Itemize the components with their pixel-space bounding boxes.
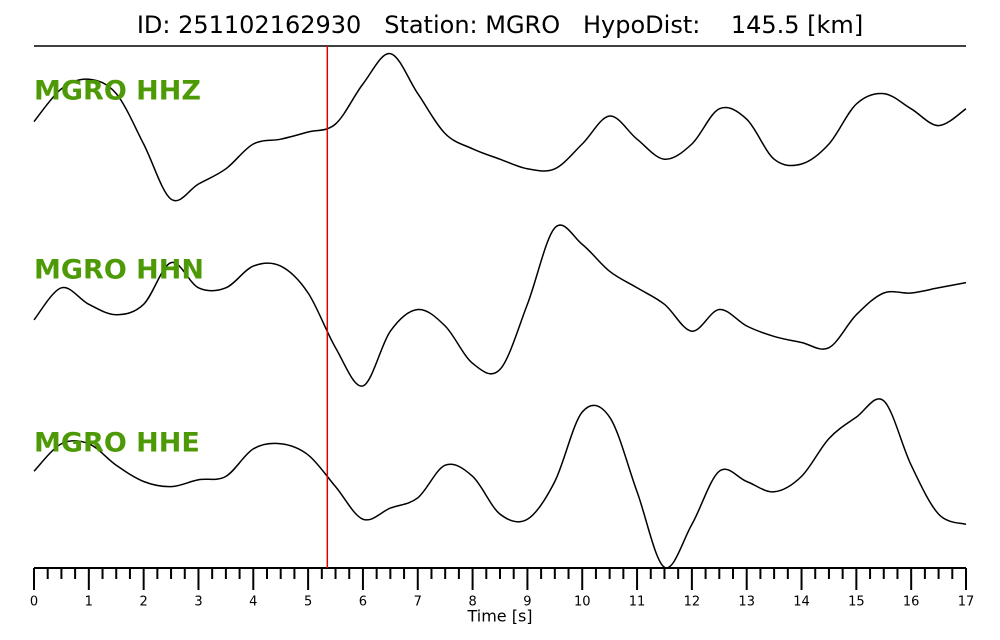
x-tick-label: 9 (523, 595, 531, 610)
x-tick-label: 4 (249, 595, 257, 610)
x-tick-label: 14 (793, 595, 810, 610)
trace (33, 398, 967, 569)
x-tick-label: 12 (684, 595, 701, 610)
x-tick-label: 15 (848, 595, 865, 610)
trace (33, 224, 967, 387)
trace-label: MGRO HHE (34, 428, 200, 459)
x-tick-label: 3 (194, 595, 202, 610)
trace (33, 52, 967, 202)
x-tick-label: 17 (958, 595, 975, 610)
trace-label: MGRO HHZ (34, 76, 201, 107)
x-tick-label: 6 (359, 595, 367, 610)
x-tick-label: 8 (468, 595, 476, 610)
x-tick-label: 10 (574, 595, 591, 610)
x-tick-label: 13 (738, 595, 755, 610)
x-tick-label: 0 (30, 595, 38, 610)
x-tick-label: 7 (414, 595, 422, 610)
x-tick-label: 16 (903, 595, 920, 610)
x-axis-label: Time [s] (466, 607, 532, 626)
chart-title: ID: 251102162930 Station: MGRO HypoDist:… (137, 11, 863, 39)
x-tick-label: 11 (629, 595, 646, 610)
x-tick-label: 2 (140, 595, 148, 610)
x-tick-label: 1 (85, 595, 93, 610)
trace-label: MGRO HHN (34, 255, 204, 286)
x-tick-label: 5 (304, 595, 312, 610)
